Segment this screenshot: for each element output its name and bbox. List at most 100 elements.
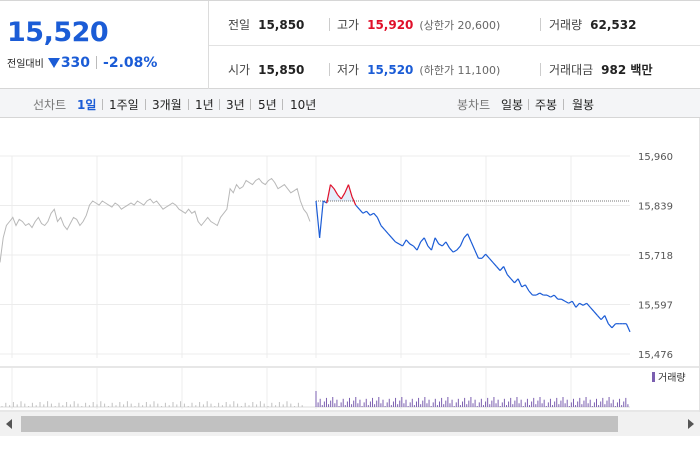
line-chart-label: 선차트 (33, 98, 67, 112)
series-today-segment (412, 245, 418, 251)
series-today-segment (362, 210, 367, 214)
current-price: 15,520 (7, 17, 109, 48)
change-label: 전일대비 (7, 59, 44, 70)
series-today-segment (459, 237, 465, 247)
series-today-segment (539, 292, 544, 296)
horizontal-scrollbar[interactable] (0, 412, 700, 436)
divider (282, 99, 283, 110)
candle-chart-label: 봉차트 (457, 98, 491, 112)
change-row: 전일대비 330 -2.08% (7, 55, 157, 71)
prev-close-label: 전일 (228, 18, 251, 32)
series-today-segment (449, 247, 454, 253)
series-today-segment (358, 208, 364, 214)
series-today-segment (322, 200, 328, 204)
series-today-segment (315, 200, 321, 238)
scroll-right-icon[interactable] (688, 419, 694, 429)
series-today-segment (445, 241, 451, 249)
trade-amount: 거래대금 982 백만 (549, 61, 652, 78)
chart-toolbar: 선차트 1일 1주일 3개월 1년 3년 5년 10년 봉차트 일봉 주봉 월봉 (0, 89, 700, 118)
series-today-segment (409, 243, 414, 247)
open-value: 15,850 (258, 63, 305, 77)
series-today-segment (503, 266, 508, 275)
series-today-segment (420, 237, 425, 243)
period-3year[interactable]: 3년 (226, 98, 245, 112)
series-today-segment (380, 225, 386, 231)
series-today-segment (600, 315, 606, 321)
divider (563, 99, 564, 110)
candle-monthly[interactable]: 월봉 (572, 98, 595, 112)
series-today-segment (337, 194, 342, 200)
series-today-segment (524, 284, 530, 292)
series-today-segment (402, 239, 407, 247)
amount-label: 거래대금 (549, 63, 594, 77)
series-fill-area (316, 184, 630, 201)
volume-label: 거래량 (549, 18, 583, 32)
candle-weekly[interactable]: 주봉 (535, 98, 558, 112)
period-10year[interactable]: 10년 (290, 98, 317, 112)
volume-value: 62,532 (590, 18, 637, 32)
low-value: 15,520 (367, 63, 414, 77)
series-today-segment (589, 306, 595, 312)
high-price: 고가 15,920 (상한가 20,600) (337, 16, 500, 33)
divider (188, 99, 189, 110)
series-today-segment (398, 243, 403, 247)
scroll-thumb[interactable] (21, 416, 618, 432)
price-chart: 15,960 15,839 15,718 15,597 15,476 거래량 (0, 118, 700, 412)
series-today-segment (387, 233, 393, 239)
divider (209, 45, 700, 46)
divider (329, 18, 330, 31)
series-today-segment (416, 241, 422, 251)
volume-legend-swatch (652, 372, 655, 382)
series-today-segment (506, 274, 512, 280)
series-today-segment (488, 257, 494, 263)
scroll-left-icon[interactable] (6, 419, 12, 429)
prev-close: 전일 15,850 (228, 16, 304, 33)
series-today-segment (384, 229, 389, 235)
price-summary: 15,520 전일대비 330 -2.08% (0, 1, 209, 89)
series-today-segment (607, 323, 613, 329)
series-today-segment (391, 237, 396, 243)
series-today-segment (625, 323, 631, 333)
series-today-segment (351, 196, 357, 206)
prev-close-value: 15,850 (258, 18, 305, 32)
period-1week[interactable]: 1주일 (109, 98, 139, 112)
series-today-segment (553, 294, 559, 300)
high-value: 15,920 (367, 18, 414, 32)
high-label: 고가 (337, 18, 360, 32)
period-5year[interactable]: 5년 (258, 98, 277, 112)
series-today-segment (395, 241, 400, 245)
divider (102, 99, 103, 110)
y-tick-label: 15,476 (638, 350, 673, 361)
divider (528, 99, 529, 110)
series-today-segment (452, 249, 458, 253)
series-prev-day-line (0, 177, 311, 263)
lower-limit: (하한가 11,100) (419, 64, 501, 77)
series-today-segment (376, 217, 382, 226)
period-1day[interactable]: 1일 (77, 98, 97, 112)
y-tick-label: 15,839 (638, 202, 673, 213)
y-tick-label: 15,597 (638, 301, 673, 312)
candle-daily[interactable]: 일봉 (501, 98, 524, 112)
series-today-segment (355, 204, 360, 210)
volume-legend-label: 거래량 (658, 372, 686, 384)
divider (250, 99, 251, 110)
series-today-segment (481, 253, 487, 259)
series-today-segment (333, 188, 339, 196)
amount-value: 982 백만 (601, 63, 653, 77)
series-today-segment (521, 284, 526, 288)
series-today-segment (319, 200, 324, 238)
series-today-segment (340, 192, 346, 200)
series-today-segment (347, 184, 353, 198)
series-today-segment (564, 300, 569, 304)
divider (540, 63, 541, 76)
series-today-segment (369, 212, 375, 216)
series-today-segment (550, 294, 555, 298)
period-3month[interactable]: 3개월 (152, 98, 182, 112)
series-today-segment (470, 241, 476, 251)
series-today-segment (510, 278, 515, 284)
series-today-segment (597, 315, 602, 321)
series-today-segment (456, 245, 461, 251)
low-price: 저가 15,520 (하한가 11,100) (337, 61, 500, 78)
period-1year[interactable]: 1년 (195, 98, 214, 112)
divider (329, 63, 330, 76)
